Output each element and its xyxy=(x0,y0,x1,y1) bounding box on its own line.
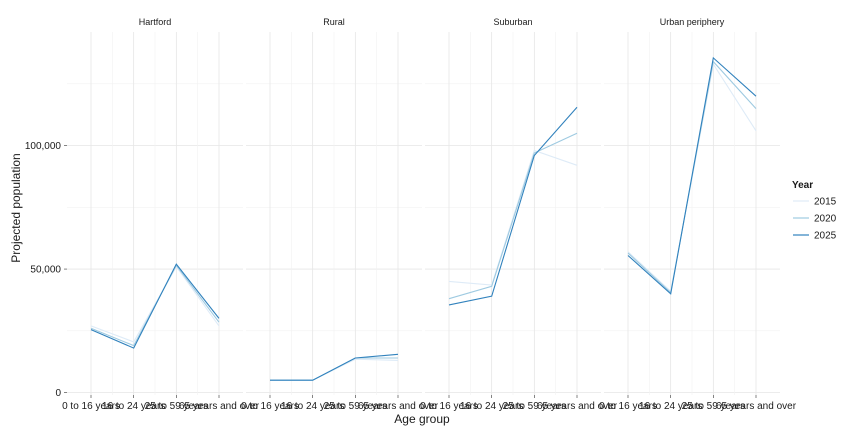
x-tick-label: 16 to 24 years xyxy=(460,401,523,412)
series-line-2025 xyxy=(627,56,757,295)
grid-lines xyxy=(67,32,780,395)
x-axis-title: Age group xyxy=(394,412,450,426)
x-tick-label: 16 to 24 years xyxy=(281,401,344,412)
facet-title: Rural xyxy=(323,17,345,27)
facet-title: Suburban xyxy=(493,17,532,27)
x-tick-label: 25 to 59 years xyxy=(503,401,566,412)
legend-label: 2025 xyxy=(814,231,837,242)
legend-title: Year xyxy=(792,180,813,191)
y-tick-label: 100,000 xyxy=(25,141,62,152)
x-tick-label: 25 to 59 years xyxy=(145,401,208,412)
series-line-2025 xyxy=(90,263,220,349)
x-tick-label: 65 years and over xyxy=(716,401,797,412)
facet-title: Urban periphery xyxy=(660,17,725,27)
y-tick-label: 0 xyxy=(55,388,61,399)
y-axis-title: Projected population xyxy=(9,153,23,262)
series-line-2015 xyxy=(90,265,220,343)
x-tick-label: 65 years and over xyxy=(358,401,439,412)
y-tick-label: 50,000 xyxy=(30,265,61,276)
x-tick-label: 65 years and over xyxy=(179,401,260,412)
series-line-2015 xyxy=(448,149,578,286)
x-tick-label: 0 to 16 years xyxy=(599,401,657,412)
legend: Year 2015 2020 2025 xyxy=(792,180,837,242)
series-line-2025 xyxy=(270,353,399,381)
facet-title: Hartford xyxy=(139,17,172,27)
x-tick-label: 25 to 59 years xyxy=(324,401,387,412)
x-tick-label: 16 to 24 years xyxy=(639,401,702,412)
x-tick-label: 0 to 16 years xyxy=(420,401,478,412)
series-line-2025 xyxy=(448,106,578,306)
x-tick-label: 65 years and over xyxy=(537,401,618,412)
x-tick-label: 16 to 24 years xyxy=(102,401,165,412)
x-tick-label: 0 to 16 years xyxy=(62,401,120,412)
series-line-2020 xyxy=(448,132,578,300)
x-tick-label: 0 to 16 years xyxy=(241,401,299,412)
series-lines xyxy=(90,56,757,381)
legend-label: 2015 xyxy=(814,197,837,208)
legend-label: 2020 xyxy=(814,214,837,225)
x-tick-label: 25 to 59 years xyxy=(682,401,745,412)
